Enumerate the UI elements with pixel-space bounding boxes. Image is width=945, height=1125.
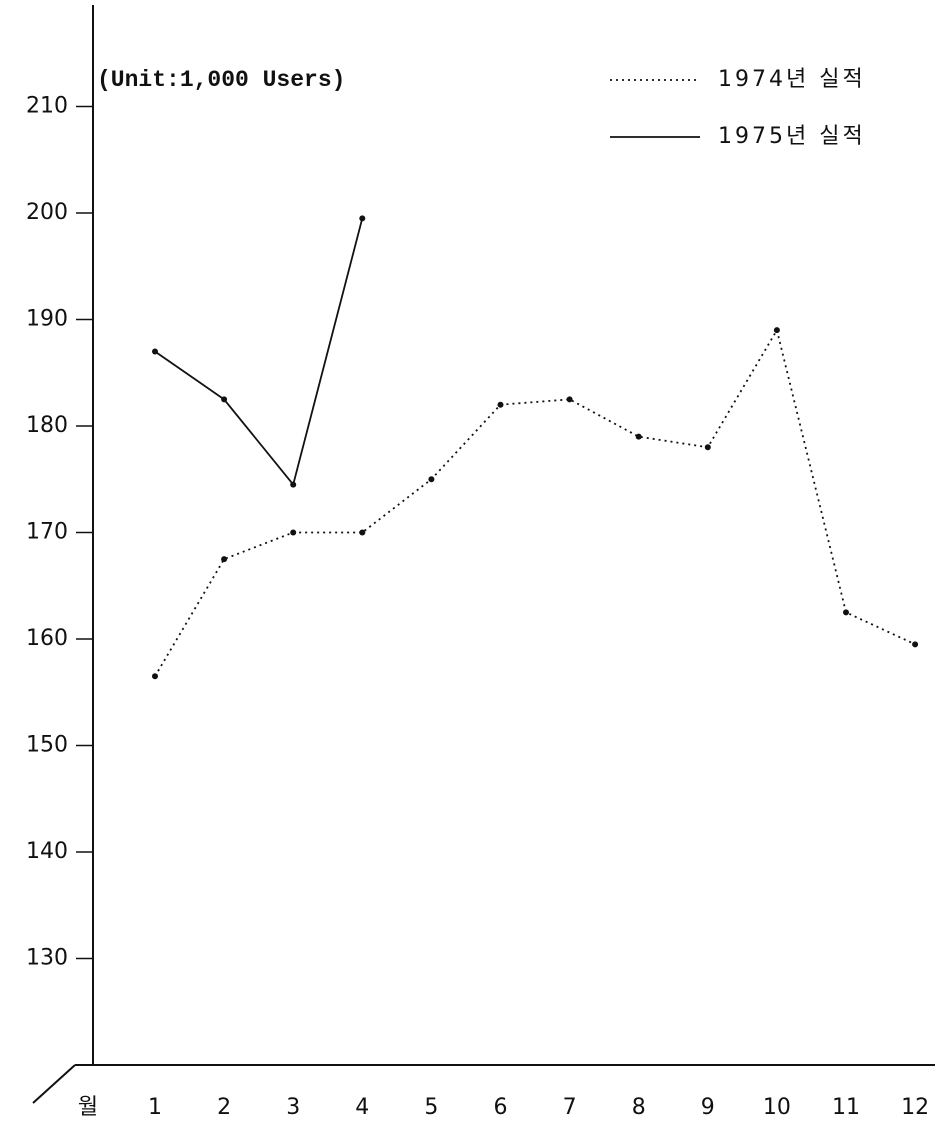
x-tick-label: 1 [148, 1095, 162, 1120]
y-tick-label: 170 [26, 520, 68, 545]
x-tick-label: 2 [217, 1095, 231, 1120]
data-point [704, 444, 711, 451]
y-tick-label: 200 [26, 200, 68, 225]
data-point [221, 556, 228, 563]
x-axis-label: 월 [78, 1095, 98, 1120]
data-point [912, 641, 919, 648]
data-point [290, 481, 297, 488]
data-point [221, 396, 228, 403]
legend-label: 1974년 실적 [718, 67, 866, 92]
data-point [635, 433, 642, 440]
x-tick-label: 6 [494, 1095, 508, 1120]
data-point [152, 348, 158, 355]
x-tick-label: 9 [701, 1095, 715, 1120]
x-tick-label: 3 [286, 1095, 300, 1120]
series-line [154, 218, 364, 487]
x-tick-label: 7 [563, 1095, 577, 1120]
data-point [843, 609, 849, 616]
data-point [428, 476, 435, 483]
y-tick-label: 160 [26, 626, 68, 651]
data-point [497, 401, 504, 408]
y-tick-label: 180 [26, 413, 68, 438]
x-tick-label: 12 [901, 1095, 929, 1120]
chart-subtitle: (Unit:1,000 Users) [97, 67, 345, 93]
data-point [773, 327, 780, 334]
y-tick-label: 190 [26, 307, 68, 332]
data-point [359, 529, 366, 536]
y-tick-label: 140 [26, 839, 68, 864]
data-point [290, 529, 297, 536]
y-tick-label: 150 [26, 733, 68, 758]
series-line [154, 327, 916, 677]
axis-corner [32, 1064, 76, 1104]
legend-label: 1975년 실적 [718, 124, 866, 149]
y-tick-label: 210 [26, 94, 68, 119]
y-tick-label: 130 [26, 946, 68, 971]
x-tick-label: 5 [424, 1095, 438, 1120]
x-tick-label: 10 [763, 1095, 791, 1120]
x-tick-label: 4 [355, 1095, 369, 1120]
data-point [359, 215, 366, 222]
x-tick-label: 11 [832, 1095, 860, 1120]
data-point [152, 673, 158, 680]
x-tick-label: 8 [632, 1095, 646, 1120]
data-point [566, 396, 573, 403]
